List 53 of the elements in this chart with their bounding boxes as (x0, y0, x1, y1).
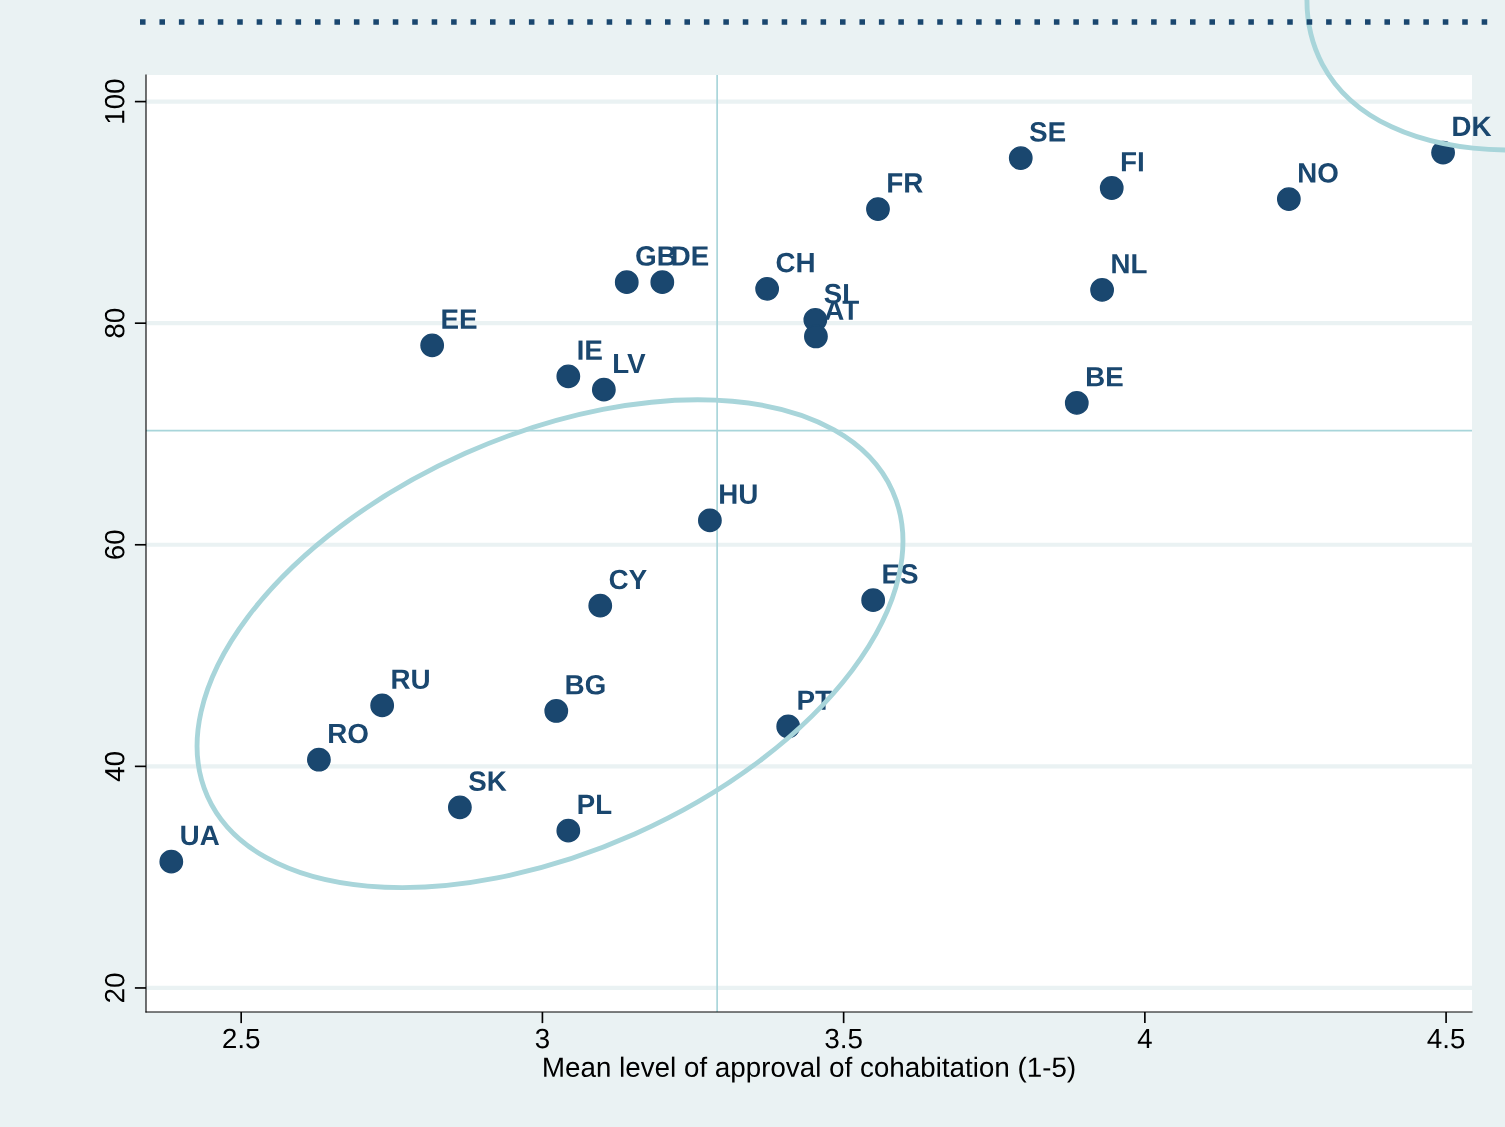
point (1008, 146, 1033, 170)
annotation: CH (776, 252, 814, 273)
point (1099, 176, 1124, 200)
point (1276, 187, 1301, 211)
y-tick-label: 80 (104, 308, 125, 338)
y-tick-label: 60 (104, 530, 125, 559)
point (556, 364, 581, 389)
point (420, 333, 445, 358)
point (861, 588, 886, 613)
y-tick-label: 100 (104, 79, 125, 123)
point (544, 699, 569, 723)
annotation: UA (181, 825, 220, 846)
x-tick-label: 2.5 (223, 1028, 260, 1049)
annotation: NL (1112, 254, 1147, 274)
point (866, 197, 890, 221)
x-tick-label: 4.5 (1427, 1028, 1465, 1049)
annotation: ES (883, 564, 918, 584)
point (591, 377, 616, 402)
point (556, 818, 581, 843)
point (1064, 391, 1089, 415)
point (370, 693, 395, 718)
annotation: PL (578, 794, 612, 814)
annotation: SE (1029, 122, 1066, 142)
annotation: EE (442, 309, 477, 329)
point (755, 276, 780, 301)
point (307, 747, 331, 772)
x-tick-label: 3.5 (825, 1028, 862, 1049)
annotation: FI (1121, 152, 1143, 172)
y-tick-label: 20 (104, 973, 125, 1003)
point (614, 270, 639, 295)
x-axis-title: Mean level of approval of cohabitation (1-5) (544, 1056, 1075, 1083)
annotation: FR (888, 173, 923, 193)
annotation: DK (1453, 116, 1492, 136)
annotation: LV (614, 353, 646, 373)
annotation: BE (1086, 367, 1123, 387)
annotation: RO (329, 723, 368, 744)
annotation: HU (720, 484, 757, 505)
y-tick-label: 40 (104, 752, 125, 782)
point (588, 593, 613, 618)
annotation: RU (392, 669, 429, 690)
point (650, 270, 675, 295)
x-tick-label: 3 (535, 1028, 549, 1049)
x-tick-label: 4 (1137, 1028, 1152, 1049)
point (447, 795, 472, 820)
point (698, 508, 722, 533)
point (804, 324, 828, 349)
point (1090, 278, 1114, 302)
annotation: NO (1299, 163, 1338, 183)
annotation: BG (566, 674, 605, 695)
annotation: IE (578, 340, 602, 360)
point (159, 849, 184, 874)
annotation: SK (469, 771, 507, 791)
annotation: CY (609, 569, 647, 590)
